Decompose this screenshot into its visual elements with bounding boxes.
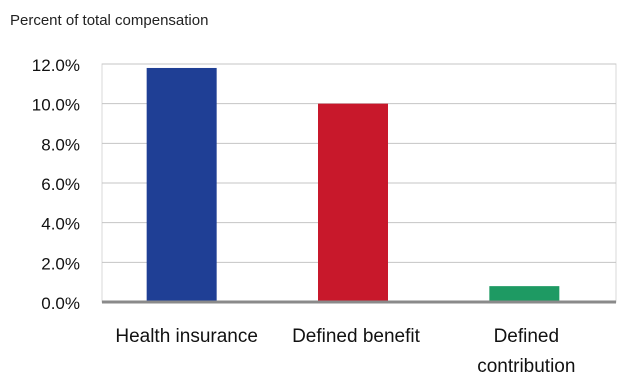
bar-defined-benefit — [318, 103, 388, 303]
bar-health-insurance — [146, 67, 217, 302]
y-tick-label: 8.0% — [41, 135, 80, 154]
x-category-label: Health insurance — [115, 326, 258, 347]
y-tick-label: 10.0% — [32, 96, 80, 115]
bar-defined-contribution — [489, 286, 560, 302]
y-tick-label: 0.0% — [41, 294, 80, 313]
y-tick-label: 4.0% — [41, 215, 80, 234]
y-tick-label: 12.0% — [32, 56, 80, 75]
y-tick-label: 6.0% — [41, 175, 80, 194]
x-category-label: Defined benefit — [292, 326, 421, 347]
x-category-label: Defined — [494, 326, 560, 347]
y-tick-label: 2.0% — [41, 254, 80, 273]
chart-title: Percent of total compensation — [10, 12, 208, 29]
x-category-label: contribution — [477, 356, 575, 376]
